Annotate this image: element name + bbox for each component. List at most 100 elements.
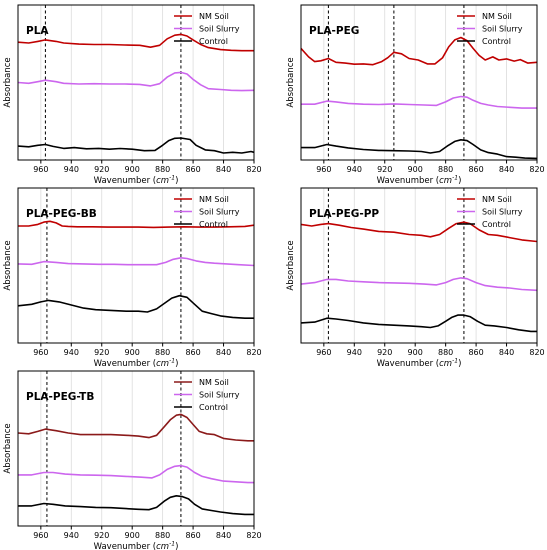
series-line-soil-slurry xyxy=(18,256,254,267)
x-tick-label: 900 xyxy=(125,165,140,174)
series-line-nm-soil xyxy=(301,36,537,66)
panel-4: 960 940 920 900 880 860 840 820 Wavenumber (cm-1… xyxy=(286,187,545,370)
x-tick-label: 840 xyxy=(499,165,514,174)
x-axis-label: Wavenumber (cm-1) xyxy=(94,175,179,187)
panel-5: 960 940 920 900 880 860 840 820 Wavenumber (cm-1… xyxy=(3,370,262,550)
x-tick-label: 900 xyxy=(408,165,423,174)
y-axis-label: Absorbance xyxy=(3,57,13,107)
x-tick-label: 900 xyxy=(125,348,140,357)
series-line-soil-slurry xyxy=(301,277,537,292)
legend-label: Soil Slurry xyxy=(199,208,240,217)
legend-label: Soil Slurry xyxy=(482,25,523,34)
x-tick-label: 920 xyxy=(94,165,109,174)
plot-frame xyxy=(300,187,538,344)
x-tick-label: 900 xyxy=(408,348,423,357)
legend-label: NM Soil xyxy=(199,12,229,21)
x-tick-label: 840 xyxy=(216,165,231,174)
series-line-soil-slurry xyxy=(301,95,537,109)
panel-title: PLA-PEG-PP xyxy=(309,208,379,220)
panel-title: PLA-PEG xyxy=(309,25,359,37)
x-tick-label: 940 xyxy=(64,531,79,540)
x-tick-label: 900 xyxy=(125,531,140,540)
legend-label: Control xyxy=(199,403,228,412)
legend: NM Soil Soil Slurry Control xyxy=(174,378,240,412)
x-tick-label: 940 xyxy=(347,165,362,174)
x-tick-label: 960 xyxy=(316,348,331,357)
x-tick-label: 960 xyxy=(33,348,48,357)
series-line-nm-soil xyxy=(18,220,254,229)
x-tick-label: 940 xyxy=(347,348,362,357)
x-tick-label: 920 xyxy=(94,531,109,540)
x-tick-label: 960 xyxy=(33,531,48,540)
x-tick-label: 960 xyxy=(33,165,48,174)
series-line-nm-soil xyxy=(301,221,537,243)
x-tick-label: 820 xyxy=(529,348,544,357)
x-axis-label: Wavenumber (cm-1) xyxy=(377,175,462,187)
x-tick-label: 820 xyxy=(246,531,261,540)
legend-label: NM Soil xyxy=(482,12,512,21)
series-line-soil-slurry xyxy=(18,464,254,484)
legend-label: Soil Slurry xyxy=(199,25,240,34)
x-tick-label: 860 xyxy=(185,165,200,174)
panel-2: 960 940 920 900 880 860 840 820 Wavenumber (cm-1… xyxy=(286,4,545,187)
x-tick-label: 880 xyxy=(438,165,453,174)
plot-frame xyxy=(17,187,255,344)
x-tick-label: 840 xyxy=(216,348,231,357)
legend-label: NM Soil xyxy=(482,195,512,204)
legend-label: Control xyxy=(199,37,228,46)
x-tick-label: 860 xyxy=(468,348,483,357)
x-tick-label: 880 xyxy=(155,348,170,357)
y-axis-label: Absorbance xyxy=(286,240,296,290)
series-line-control xyxy=(18,494,254,516)
y-axis-label: Absorbance xyxy=(3,240,13,290)
panel-3: 960 940 920 900 880 860 840 820 Wavenumber (cm-1… xyxy=(3,187,262,370)
legend-label: NM Soil xyxy=(199,378,229,387)
x-tick-label: 820 xyxy=(529,165,544,174)
x-tick-label: 940 xyxy=(64,165,79,174)
x-tick-label: 880 xyxy=(155,531,170,540)
x-axis-label: Wavenumber (cm-1) xyxy=(377,358,462,370)
plot-frame xyxy=(17,4,255,161)
panel-title: PLA-PEG-BB xyxy=(26,208,97,220)
y-axis-label: Absorbance xyxy=(286,57,296,107)
legend: NM Soil Soil Slurry Control xyxy=(457,195,523,229)
x-tick-label: 920 xyxy=(377,348,392,357)
legend-label: Control xyxy=(482,220,511,229)
y-axis-label: Absorbance xyxy=(3,423,13,473)
x-tick-label: 920 xyxy=(377,165,392,174)
legend-label: Soil Slurry xyxy=(482,208,523,217)
series-line-control xyxy=(301,314,537,333)
series-line-control xyxy=(301,139,537,160)
x-tick-label: 860 xyxy=(468,165,483,174)
legend: NM Soil Soil Slurry Control xyxy=(174,12,240,46)
x-axis-label: Wavenumber (cm-1) xyxy=(94,358,179,370)
x-tick-label: 880 xyxy=(155,165,170,174)
series-line-soil-slurry xyxy=(18,71,254,92)
series-line-nm-soil xyxy=(18,33,254,52)
x-tick-label: 920 xyxy=(94,348,109,357)
legend: NM Soil Soil Slurry Control xyxy=(174,195,240,229)
plot-frame xyxy=(300,4,538,161)
plot-frame xyxy=(17,370,255,527)
x-tick-label: 960 xyxy=(316,165,331,174)
series-line-control xyxy=(18,137,254,154)
panel-1: 960 940 920 900 880 860 840 820 Wavenumber (cm-1… xyxy=(3,4,262,187)
legend-label: Control xyxy=(199,220,228,229)
x-tick-label: 840 xyxy=(216,531,231,540)
x-tick-label: 940 xyxy=(64,348,79,357)
legend-label: Control xyxy=(482,37,511,46)
x-tick-label: 820 xyxy=(246,165,261,174)
series-line-control xyxy=(18,294,254,320)
x-axis-label: Wavenumber (cm-1) xyxy=(94,541,179,550)
legend-label: Soil Slurry xyxy=(199,391,240,400)
series-line-nm-soil xyxy=(18,413,254,442)
x-tick-label: 840 xyxy=(499,348,514,357)
legend: NM Soil Soil Slurry Control xyxy=(457,12,523,46)
x-tick-label: 880 xyxy=(438,348,453,357)
legend-label: NM Soil xyxy=(199,195,229,204)
x-tick-label: 820 xyxy=(246,348,261,357)
x-tick-label: 860 xyxy=(185,531,200,540)
x-tick-label: 860 xyxy=(185,348,200,357)
panel-title: PLA xyxy=(26,25,49,37)
